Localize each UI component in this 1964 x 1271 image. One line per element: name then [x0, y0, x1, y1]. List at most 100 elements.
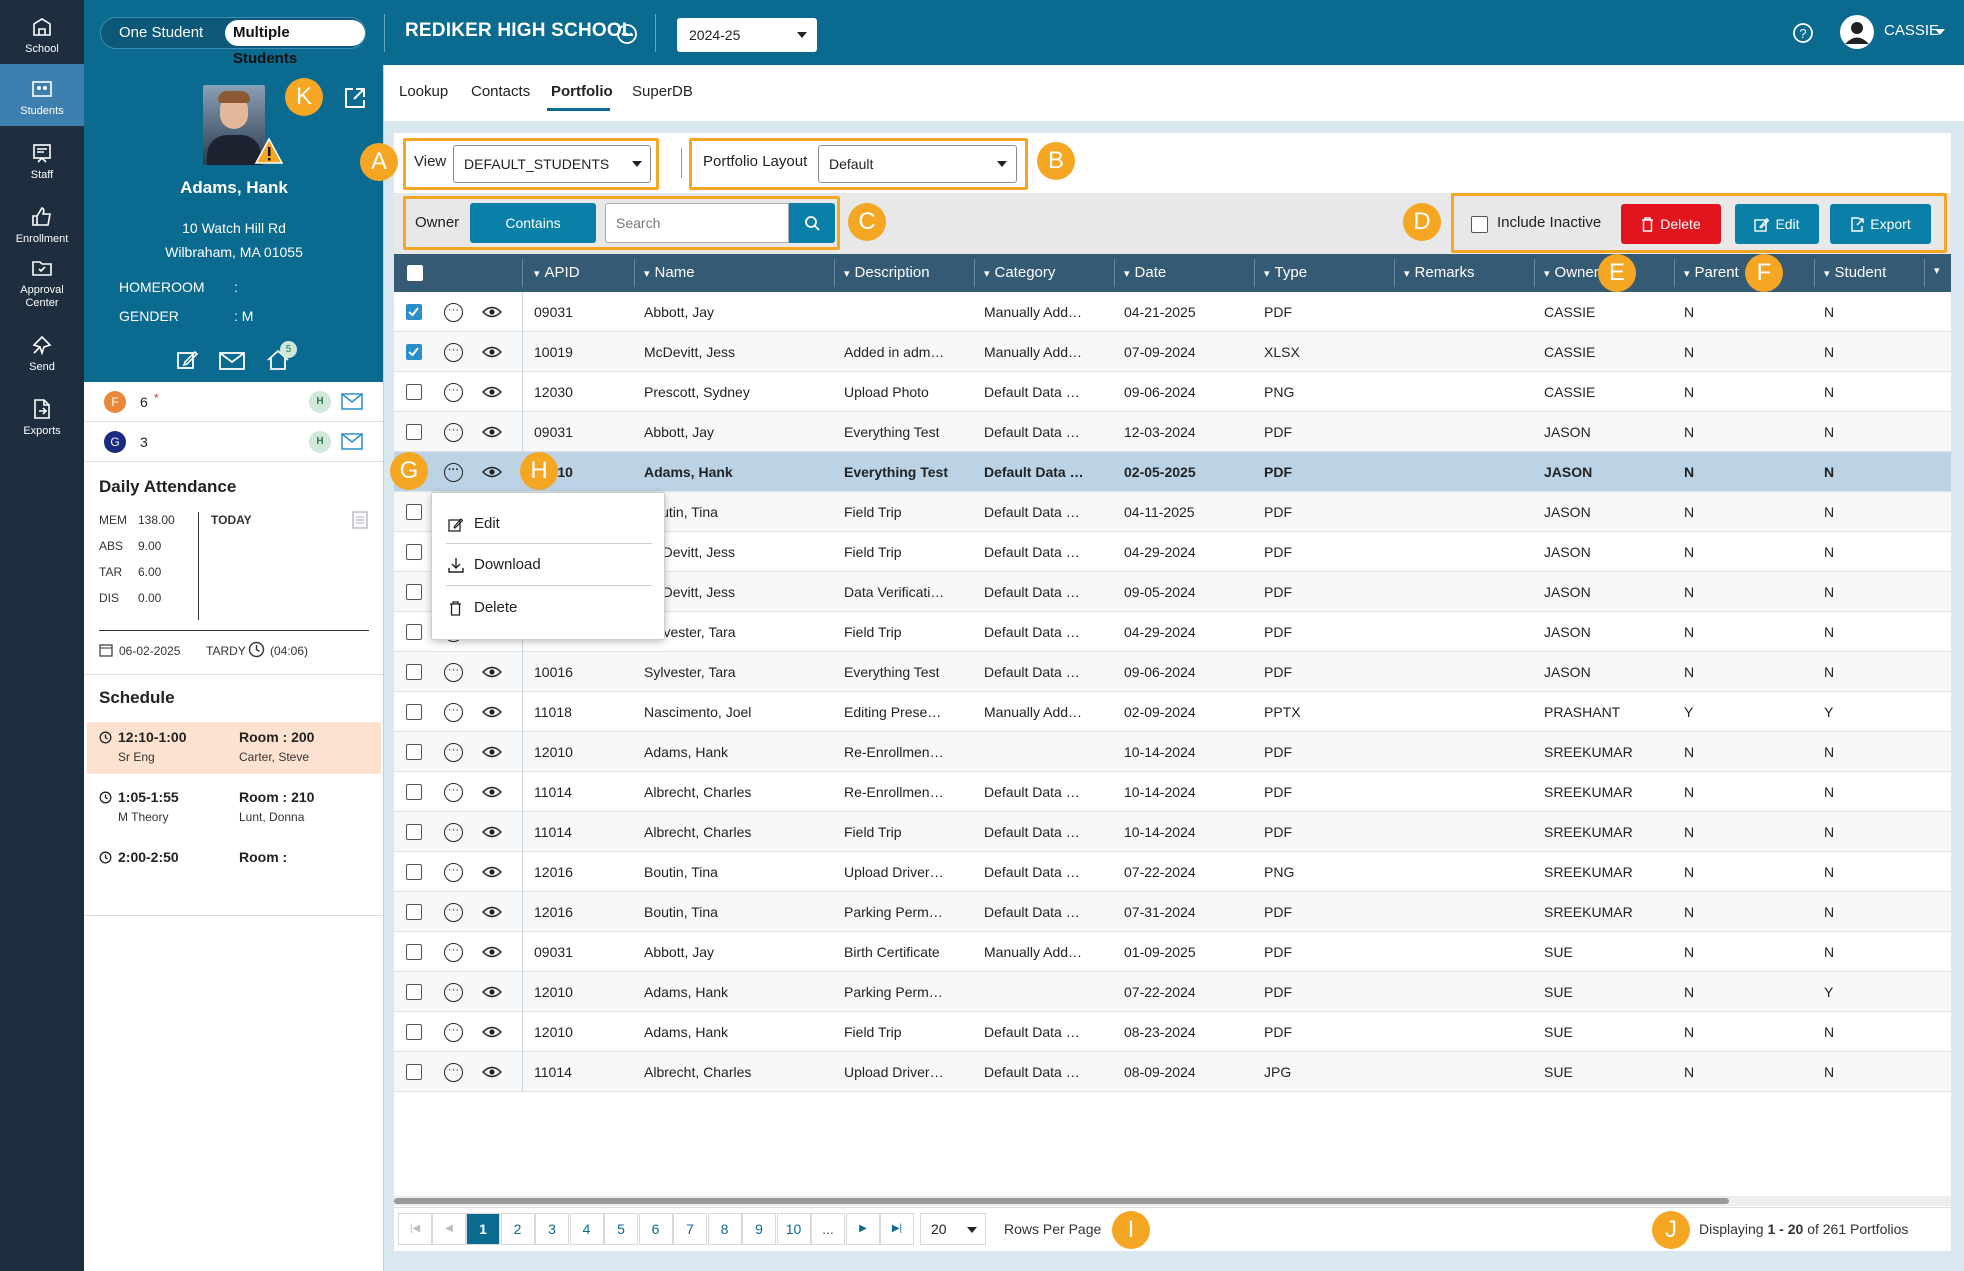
table-row[interactable]: ··· 11014 Albrecht, Charles Field Trip Defau…	[394, 812, 1951, 852]
page-button-9[interactable]: 9	[742, 1213, 776, 1245]
rail-item-staff[interactable]: Staff	[0, 128, 84, 190]
select-all-checkbox[interactable]	[407, 265, 423, 281]
menu-item-delete[interactable]: Delete	[474, 599, 518, 616]
more-options-icon[interactable]: ···	[444, 823, 463, 842]
table-row[interactable]: ··· 11014 Albrecht, Charles Upload Driver… D…	[394, 1052, 1951, 1092]
more-options-icon[interactable]: ···	[444, 983, 463, 1002]
more-options-icon[interactable]: ···	[444, 743, 463, 762]
more-options-icon[interactable]: ···	[444, 463, 463, 482]
more-options-icon[interactable]: ···	[444, 1063, 463, 1082]
view-icon[interactable]	[482, 705, 502, 719]
page-button-7[interactable]: 7	[673, 1213, 707, 1245]
next-page-button[interactable]: ▶	[846, 1213, 880, 1245]
tab-contacts[interactable]: Contacts	[471, 83, 531, 100]
page-button-1[interactable]: 1	[466, 1213, 500, 1245]
layout-select[interactable]: Default	[818, 145, 1017, 183]
schedule-item[interactable]: 2:00-2:50 Room :	[87, 842, 381, 894]
row-checkbox[interactable]	[406, 544, 422, 560]
school-year-select[interactable]: 2024-25	[677, 18, 817, 52]
edit-icon[interactable]	[176, 349, 198, 371]
contains-button[interactable]: Contains	[470, 203, 596, 243]
school-options-icon[interactable]	[616, 23, 638, 45]
table-row[interactable]: ··· 11014 Albrecht, Charles Re-Enrollmen… De…	[394, 772, 1951, 812]
search-button[interactable]	[789, 203, 835, 243]
rows-per-page-select[interactable]: 20	[920, 1213, 986, 1245]
schedule-item[interactable]: 12:10-1:00 Sr Eng Room : 200 Carter, Steve	[87, 722, 381, 774]
rail-item-exports[interactable]: Exports	[0, 384, 84, 446]
row-checkbox[interactable]	[406, 304, 422, 320]
page-button-2[interactable]: 2	[500, 1213, 535, 1245]
schedule-item[interactable]: 1:05-1:55 M Theory Room : 210 Lunt, Donna	[87, 782, 381, 834]
mail-icon[interactable]	[341, 433, 363, 450]
view-icon[interactable]	[482, 865, 502, 879]
export-button[interactable]: Export	[1830, 204, 1931, 244]
include-inactive-checkbox[interactable]	[1471, 216, 1488, 233]
more-options-icon[interactable]: ···	[444, 703, 463, 722]
view-icon[interactable]	[482, 785, 502, 799]
row-checkbox[interactable]	[406, 944, 422, 960]
column-header-date[interactable]: ▾ Date	[1124, 264, 1166, 281]
view-icon[interactable]	[482, 1065, 502, 1079]
column-header-name[interactable]: ▾ Name	[644, 264, 695, 281]
table-row[interactable]: ··· 09031 Abbott, Jay Manually Add… 04-21-20…	[394, 292, 1951, 332]
table-row[interactable]: ··· 12010 Adams, Hank Parking Perm… 07-22-20…	[394, 972, 1951, 1012]
view-icon[interactable]	[482, 985, 502, 999]
filter-icon[interactable]: ▾	[1684, 268, 1690, 280]
view-icon[interactable]	[482, 905, 502, 919]
page-button-10[interactable]: 10	[776, 1213, 811, 1245]
table-row[interactable]: ··· 09031 Abbott, Jay Everything Test Defaul…	[394, 412, 1951, 452]
row-checkbox[interactable]	[406, 784, 422, 800]
table-row[interactable]: ··· 12010 Adams, Hank Field Trip Default Dat…	[394, 1012, 1951, 1052]
column-header-apid[interactable]: ▾ APID	[534, 264, 580, 281]
table-row[interactable]: ··· 11018 Nascimento, Joel Editing Prese… Ma…	[394, 692, 1951, 732]
scrollbar-thumb[interactable]	[394, 1198, 1729, 1204]
mail-icon[interactable]	[219, 351, 245, 371]
page-button-8[interactable]: 8	[707, 1213, 742, 1245]
chevron-down-icon[interactable]	[1935, 29, 1945, 35]
view-icon[interactable]	[482, 345, 502, 359]
row-checkbox[interactable]	[406, 744, 422, 760]
page-button-5[interactable]: 5	[604, 1213, 638, 1245]
row-checkbox[interactable]	[406, 584, 422, 600]
user-name[interactable]: CASSIE	[1884, 22, 1940, 39]
view-icon[interactable]	[482, 465, 502, 479]
one-student-option[interactable]: One Student	[119, 24, 204, 41]
row-checkbox[interactable]	[406, 704, 422, 720]
view-icon[interactable]	[482, 745, 502, 759]
prev-page-button[interactable]: ◀	[432, 1213, 466, 1245]
page-button-11[interactable]: ...	[811, 1213, 845, 1245]
avatar[interactable]	[1840, 15, 1874, 49]
row-checkbox[interactable]	[406, 1064, 422, 1080]
rail-item-school[interactable]: School	[0, 2, 84, 64]
more-options-icon[interactable]: ···	[444, 943, 463, 962]
rail-item-students[interactable]: Students	[0, 64, 84, 126]
first-page-button[interactable]: |◀	[398, 1213, 432, 1245]
help-icon[interactable]: ?	[1792, 22, 1814, 44]
more-options-icon[interactable]: ···	[444, 1023, 463, 1042]
student-mode-toggle[interactable]: One Student Multiple Students	[100, 17, 366, 67]
tab-portfolio[interactable]: Portfolio	[551, 83, 613, 100]
more-options-icon[interactable]: ···	[444, 303, 463, 322]
row-checkbox[interactable]	[406, 504, 422, 520]
more-options-icon[interactable]: ···	[444, 783, 463, 802]
row-checkbox[interactable]	[406, 984, 422, 1000]
more-options-icon[interactable]: ···	[444, 343, 463, 362]
contact-row-guardian[interactable]: G 3 H	[84, 422, 384, 462]
document-icon[interactable]	[352, 511, 368, 529]
row-checkbox[interactable]	[406, 424, 422, 440]
rail-item-approval-center[interactable]: Approval Center	[0, 256, 84, 318]
view-select[interactable]: DEFAULT_STUDENTS	[453, 145, 651, 183]
more-options-icon[interactable]: ···	[444, 863, 463, 882]
last-page-button[interactable]: ▶|	[880, 1213, 914, 1245]
table-row[interactable]: ··· 09031 Abbott, Jay Birth Certificate Manu…	[394, 932, 1951, 972]
filter-icon[interactable]: ▾	[1404, 268, 1410, 280]
filter-icon[interactable]: ▾	[1544, 268, 1550, 280]
view-icon[interactable]	[482, 425, 502, 439]
column-header-description[interactable]: ▾ Description	[844, 264, 930, 281]
rail-item-send[interactable]: Send	[0, 320, 84, 382]
more-options-icon[interactable]: ···	[444, 903, 463, 922]
row-checkbox[interactable]	[406, 1024, 422, 1040]
view-icon[interactable]	[482, 665, 502, 679]
